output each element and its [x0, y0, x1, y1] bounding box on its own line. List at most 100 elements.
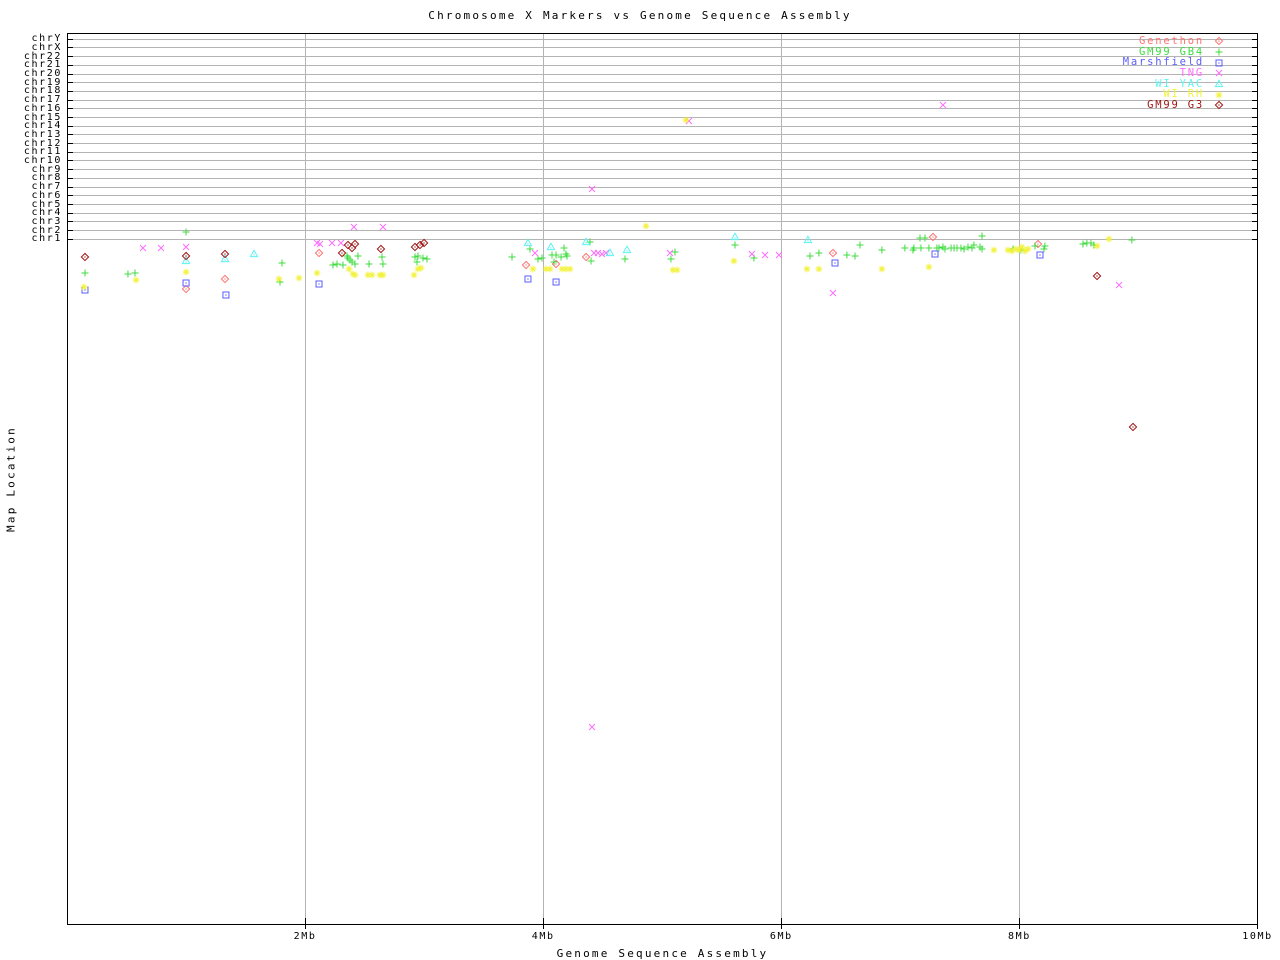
marker-shape [275, 275, 283, 283]
marker-shape [730, 257, 738, 265]
data-point [182, 243, 190, 251]
data-point [667, 255, 675, 263]
marker-shape [224, 253, 226, 255]
marker-shape [410, 271, 418, 279]
marker-shape [417, 264, 425, 272]
legend-marker-icon [1204, 100, 1234, 110]
marker-shape [626, 250, 628, 252]
marker-shape [182, 279, 190, 287]
marker-shape [1036, 251, 1044, 259]
marker-shape [508, 253, 516, 261]
marker-shape [1004, 246, 1012, 254]
marker-shape [220, 274, 230, 284]
data-point [598, 250, 606, 258]
marker-shape [185, 255, 187, 257]
data-point [423, 255, 431, 263]
marker-shape [1008, 247, 1016, 255]
data-point [542, 265, 550, 273]
marker-shape [343, 240, 353, 250]
marker-shape [527, 243, 529, 245]
marker-shape [182, 243, 190, 251]
marker-shape [673, 266, 681, 274]
data-point [560, 244, 568, 252]
marker-shape [1132, 426, 1134, 428]
legend-label: WI RH [1163, 88, 1204, 101]
legend: Genethon GM99 GB4 Marshfield TNG WI YAC WI RH… [1072, 36, 1234, 111]
marker-shape [990, 246, 998, 254]
y-tick-label-chr17: chr17 [23, 94, 62, 106]
marker-shape [295, 274, 303, 282]
data-point [935, 244, 943, 252]
marker-shape [413, 258, 421, 266]
data-point [124, 270, 132, 278]
data-point [730, 257, 738, 265]
data-point [415, 240, 425, 250]
marker-shape [1214, 37, 1224, 46]
y-tick-label-chr14: chr14 [23, 120, 62, 132]
data-point [831, 259, 839, 267]
marker-shape [379, 223, 387, 231]
marker-shape [220, 249, 230, 259]
y-tick-label-chr13: chr13 [23, 128, 62, 140]
marker-shape [935, 244, 943, 252]
marker-shape [921, 234, 929, 242]
data-point [1018, 243, 1026, 251]
legend-label: GM99 GB4 [1139, 45, 1204, 58]
data-point [1036, 251, 1044, 259]
data-point [566, 265, 574, 273]
marker-shape [978, 232, 986, 240]
marker-shape [1015, 246, 1023, 254]
marker-shape [157, 244, 165, 252]
marker-shape [555, 281, 557, 283]
marker-shape [1215, 70, 1223, 77]
data-point [666, 249, 674, 257]
data-point [337, 239, 345, 247]
data-point [181, 251, 191, 261]
data-point [345, 265, 353, 273]
data-point [878, 246, 886, 254]
marker-shape [581, 237, 591, 246]
marker-shape [682, 116, 690, 124]
y-tick-label-chr7: chr7 [31, 181, 62, 193]
data-point [419, 238, 429, 248]
marker-shape [669, 266, 677, 274]
marker-shape [414, 246, 416, 248]
data-point [917, 244, 925, 252]
data-point [182, 268, 190, 276]
data-point [1021, 247, 1029, 255]
legend-marker-icon [1204, 47, 1234, 57]
series-gm99-g3 [80, 238, 1138, 432]
data-point [316, 240, 324, 248]
marker-shape [815, 249, 823, 257]
marker-shape [315, 280, 323, 288]
marker-shape [538, 254, 546, 262]
data-point [731, 241, 739, 249]
marker-shape [829, 289, 837, 297]
legend-label: WI YAC [1155, 77, 1204, 90]
data-point [642, 222, 650, 230]
marker-shape [1128, 422, 1138, 432]
y-tick-label-chrX: chrX [31, 41, 62, 53]
marker-shape [931, 250, 939, 258]
y-tick-label-chr4: chr4 [31, 207, 62, 219]
data-point [546, 265, 554, 273]
chart-title: Chromosome X Markers vs Genome Sequence … [428, 9, 852, 22]
y-tick-label-chr1: chr1 [31, 233, 62, 245]
open-triangle-dot-icon [1214, 79, 1224, 88]
marker-shape [224, 259, 226, 261]
marker-shape [124, 270, 132, 278]
data-point [829, 289, 837, 297]
data-point [970, 241, 978, 249]
data-point [80, 252, 90, 262]
data-point [921, 234, 929, 242]
marker-shape [181, 256, 191, 265]
data-point [602, 249, 610, 257]
series-gm99-gb4 [81, 228, 1136, 286]
data-point [275, 275, 283, 283]
marker-shape [354, 243, 356, 245]
data-point [1093, 242, 1101, 250]
data-point [417, 264, 425, 272]
marker-shape [523, 238, 533, 247]
data-point [669, 266, 677, 274]
x-tick-label-6Mb: 6Mb [769, 931, 793, 942]
